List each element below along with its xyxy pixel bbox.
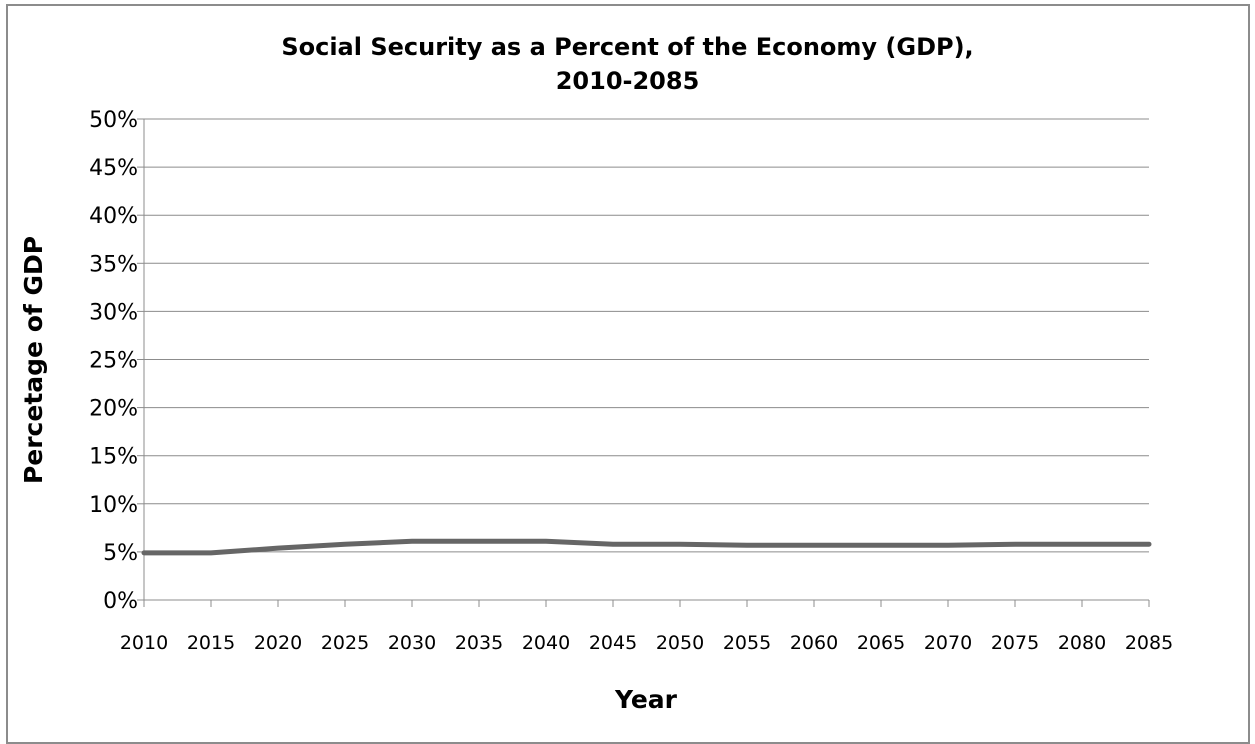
x-tick-label: 2070 [924,632,972,654]
x-tick-label: 2075 [991,632,1039,654]
y-tick-label: 30% [89,300,138,325]
series-layer [144,541,1149,553]
x-tick-label: 2055 [723,632,771,654]
x-tick-label: 2050 [656,632,704,654]
y-tick-label: 40% [89,204,138,229]
y-tick-label: 10% [89,493,138,518]
x-axis-title: Year [614,685,678,714]
x-tick-label: 2025 [321,632,369,654]
x-tick-label: 2010 [120,632,168,654]
x-tick-label: 2085 [1125,632,1173,654]
y-axis-title: Percetage of GDP [19,236,48,484]
x-tick-label: 2060 [790,632,838,654]
y-tick-label: 5% [103,541,138,566]
x-tick-label: 2020 [254,632,302,654]
y-tick-label: 25% [89,349,138,374]
gridlines [144,119,1149,552]
axes [137,119,1149,607]
x-tick-label: 2080 [1058,632,1106,654]
x-tick-label: 2045 [589,632,637,654]
x-tick-labels: 2010 2015 2020 2025 2030 2035 2040 2045 2050 2055… [120,632,1173,654]
x-tick-label: 2035 [455,632,503,654]
y-tick-label: 15% [89,445,138,470]
x-tick-label: 2065 [857,632,905,654]
y-tick-label: 50% [89,108,138,133]
y-tick-label: 20% [89,397,138,422]
y-tick-labels: 0% 5% 10% 15% 20% 25% 30% 35% 40% 45% 50% [89,108,138,614]
y-tick-label: 45% [89,156,138,181]
x-tick-label: 2015 [187,632,235,654]
x-tick-label: 2040 [522,632,570,654]
y-tick-label: 35% [89,252,138,277]
y-tick-label: 0% [103,589,138,614]
x-tick-label: 2030 [388,632,436,654]
series-line [144,541,1149,553]
